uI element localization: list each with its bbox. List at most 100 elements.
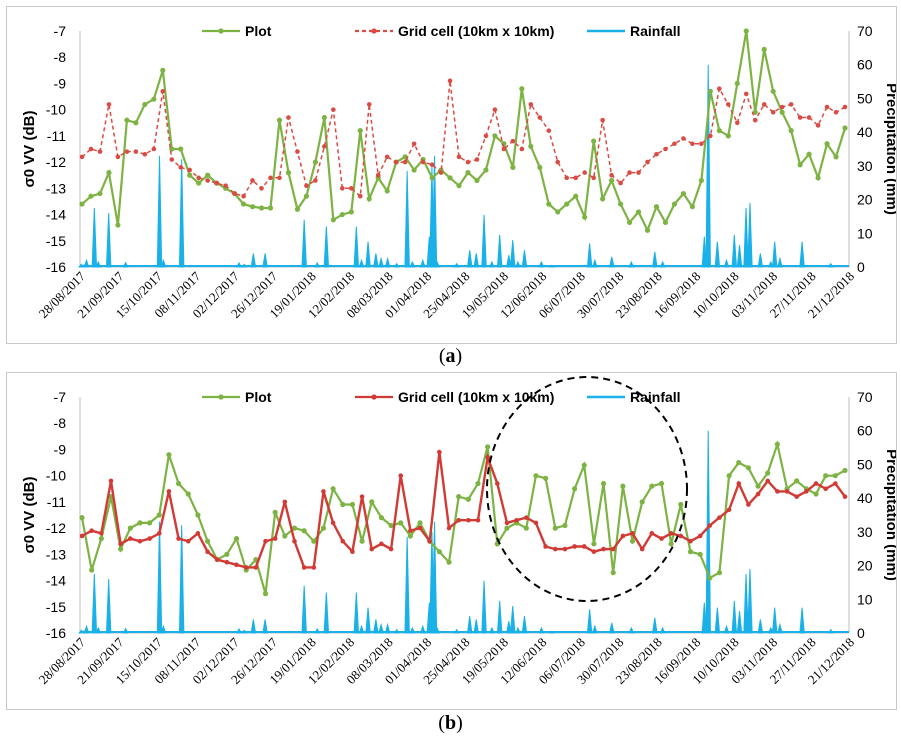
data-point-plot <box>788 128 794 134</box>
chart-panel-a: -7 -8 -9 -10 -11 -12 -13 -14 -15 -16 0 10 20 30 40 50 60… <box>6 6 897 344</box>
legend: Plot Grid cell (10km x 10km) Rainfall <box>202 23 681 39</box>
data-point-plot <box>542 475 549 481</box>
rainfall-bar <box>353 226 360 268</box>
data-point-grid-cell <box>166 489 172 494</box>
chart-panel-b: -7 -8 -9 -10 -11 -12 -13 -14 -15 -16 0 10 20 30 40 50 60… <box>6 372 897 710</box>
data-point-plot <box>662 219 669 226</box>
caption-a-close: ) <box>455 345 463 367</box>
data-point-plot <box>147 520 153 526</box>
legend-label: Rainfall <box>630 389 681 405</box>
data-point-plot <box>519 86 525 92</box>
data-point-plot <box>707 575 713 581</box>
data-point-grid-cell <box>234 562 239 568</box>
rainfall-bar <box>521 616 528 634</box>
data-point-grid-cell <box>398 473 404 478</box>
data-point-grid-cell <box>618 180 623 186</box>
data-point-grid-cell <box>770 109 776 115</box>
data-point-grid-cell <box>446 525 452 531</box>
data-point-grid-cell <box>630 531 635 536</box>
data-point-plot <box>485 444 491 450</box>
data-point-grid-cell <box>301 565 307 570</box>
data-point-grid-cell <box>501 146 507 152</box>
data-point-grid-cell <box>726 102 731 107</box>
rainfall-bar <box>431 521 438 634</box>
y-tick-label: -13 <box>46 546 66 562</box>
data-point-plot <box>680 190 687 197</box>
rainfall-bar <box>262 253 268 268</box>
data-point-plot <box>357 128 363 134</box>
y2-tick-label: 30 <box>857 524 873 540</box>
data-point-grid-cell <box>591 549 597 555</box>
rainfall-bar <box>466 616 473 634</box>
data-point-grid-cell <box>804 489 809 494</box>
data-point-plot <box>745 465 752 471</box>
data-point-plot <box>388 522 394 529</box>
data-point-plot <box>204 538 211 544</box>
data-point-plot <box>555 209 561 215</box>
data-point-plot <box>115 222 121 228</box>
chart-b-svg: -7 -8 -9 -10 -11 -12 -13 -14 -15 -16 0 10 20 30 40 50 60… <box>21 376 896 687</box>
data-point-plot <box>813 491 819 497</box>
data-point-grid-cell <box>833 109 839 115</box>
data-point-plot <box>609 177 615 184</box>
rainfall-bar <box>771 607 778 634</box>
data-point-plot <box>635 209 642 215</box>
data-point-plot <box>620 483 626 489</box>
data-point-plot <box>249 204 256 210</box>
rainfall-bar <box>373 253 379 268</box>
data-point-grid-cell <box>797 115 803 120</box>
data-point-plot <box>492 133 498 139</box>
data-point-plot <box>185 491 191 497</box>
caption-a-letter: a <box>445 345 456 367</box>
data-point-grid-cell <box>788 102 794 107</box>
data-point-grid-cell <box>639 546 645 552</box>
rainfall-bar <box>747 568 753 634</box>
rainfall-bar <box>91 207 98 268</box>
data-point-plot <box>349 501 356 508</box>
data-point-grid-cell <box>408 528 413 534</box>
y2-tick-label: 60 <box>857 57 873 73</box>
data-point-grid-cell <box>160 89 166 94</box>
data-point-plot <box>417 520 423 526</box>
data-point-plot <box>573 193 579 199</box>
data-point-grid-cell <box>137 538 143 544</box>
data-point-grid-cell <box>295 149 300 154</box>
data-point-grid-cell <box>147 536 152 541</box>
y-tick-label: -8 <box>54 49 67 65</box>
data-point-grid-cell <box>582 170 587 175</box>
legend-label: Plot <box>245 23 272 39</box>
data-point-plot <box>407 533 413 539</box>
rainfall-bar <box>731 234 738 268</box>
data-point-grid-cell <box>176 536 181 541</box>
series-line-plot <box>80 440 846 595</box>
series-line-grid-cell <box>81 80 846 198</box>
rainfall-bar <box>156 155 163 268</box>
data-point-grid-cell <box>600 117 605 123</box>
data-point-grid-cell <box>495 481 500 486</box>
data-point-grid-cell <box>340 186 345 191</box>
y-tick-label: -9 <box>54 75 67 91</box>
data-point-plot <box>267 205 274 211</box>
data-point-grid-cell <box>115 154 121 160</box>
data-point-grid-cell <box>842 494 848 499</box>
data-point-plot <box>106 170 112 176</box>
data-point-plot <box>312 159 318 165</box>
data-point-grid-cell <box>681 136 686 141</box>
data-point-plot <box>832 473 838 479</box>
rainfall-bar <box>509 239 516 268</box>
data-point-plot <box>285 170 292 176</box>
data-point-plot <box>137 520 143 526</box>
data-point-grid-cell <box>178 165 184 170</box>
data-point-plot <box>523 525 529 531</box>
caption-b-close: ) <box>456 712 463 734</box>
data-point-plot <box>366 196 372 202</box>
y2-axis-title: Precipitation (mm) <box>883 83 896 215</box>
rainfall-bar <box>757 619 764 634</box>
data-point-grid-cell <box>185 538 191 544</box>
data-point-plot <box>770 88 776 94</box>
data-point-grid-cell <box>417 525 423 531</box>
data-point-plot <box>330 486 336 492</box>
data-point-grid-cell <box>690 141 695 147</box>
rainfall-bar <box>105 579 112 634</box>
data-point-grid-cell <box>437 449 442 455</box>
